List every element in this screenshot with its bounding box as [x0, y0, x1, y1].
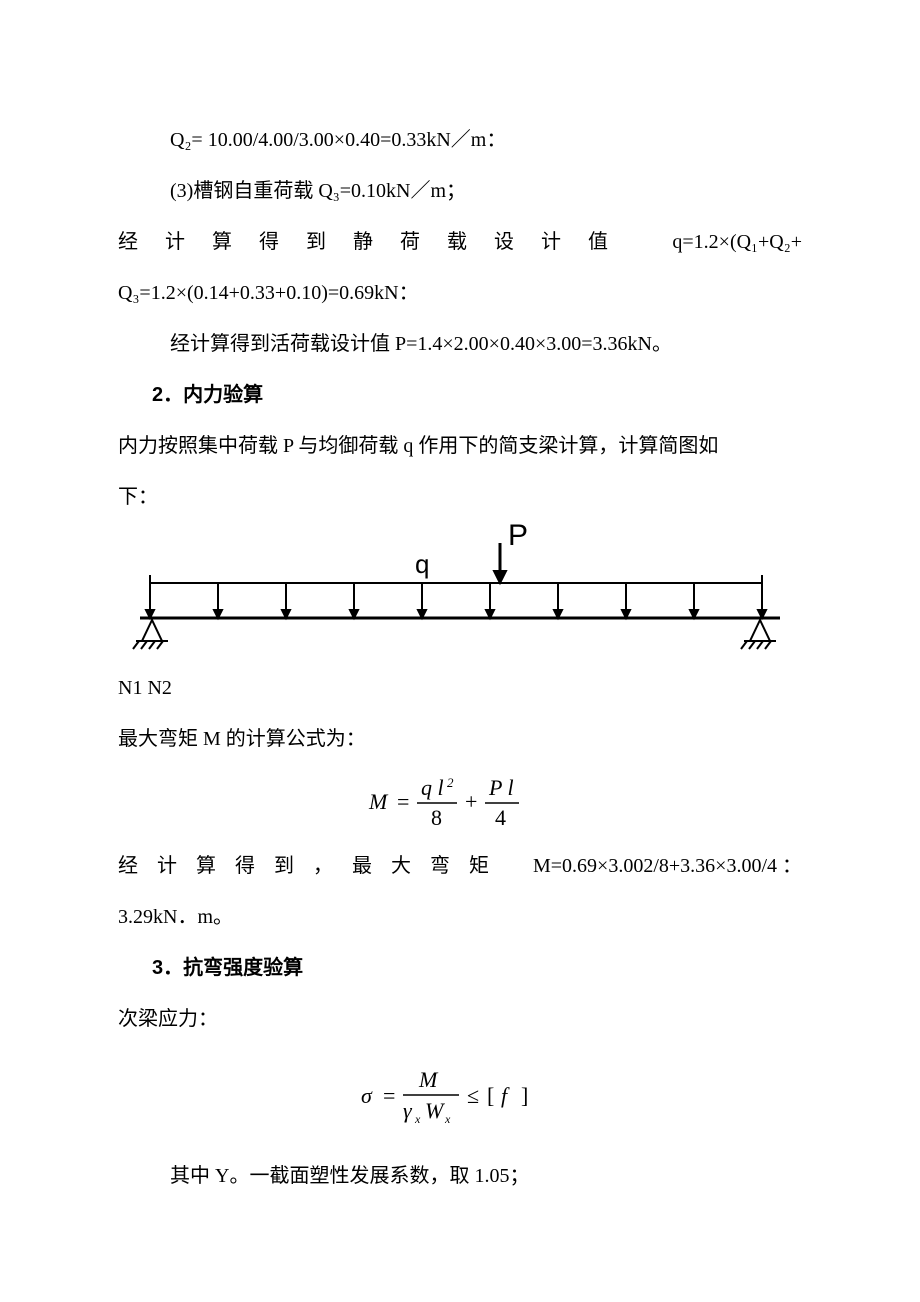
item-3: (3)槽钢自重荷载 Q₃=0.10kN／m；: [170, 180, 466, 202]
live-load: 经计算得到活荷载设计值 P=1.4×2.00×0.40×3.00=3.36kN。: [170, 333, 672, 355]
svg-text:[: [: [487, 1083, 494, 1108]
n1-n2: N1 N2: [118, 663, 802, 714]
calc-m-right: M=0.69×3.002/8+3.36×3.00/4 ：: [533, 841, 802, 892]
svg-text:γ: γ: [403, 1098, 413, 1123]
svg-text:4: 4: [495, 805, 506, 830]
svg-text:+: +: [465, 789, 477, 814]
calc-left: 经 计 算 得 到 静 荷 载 设 计 值: [118, 217, 619, 268]
text-line-justify: 经 计 算 得 到 静 荷 载 设 计 值 q=1.2×(Q₁+Q₂+: [118, 217, 802, 268]
stress-intro: 次梁应力：: [118, 1008, 218, 1030]
text-line: 其中 Y。一截面塑性发展系数，取 1.05；: [118, 1151, 802, 1202]
svg-text:=: =: [397, 789, 409, 814]
svg-text:x: x: [414, 1112, 421, 1126]
svg-text:M: M: [368, 789, 389, 814]
desc-2: 下：: [118, 486, 158, 508]
text-line: 经计算得到活荷载设计值 P=1.4×2.00×0.40×3.00=3.36kN。: [118, 319, 802, 370]
svg-text:σ: σ: [361, 1083, 373, 1108]
gamma-note: 其中 Y。一截面塑性发展系数，取 1.05；: [170, 1165, 529, 1187]
svg-text:W: W: [425, 1098, 445, 1123]
svg-text:x: x: [444, 1112, 451, 1126]
svg-text:f: f: [501, 1083, 510, 1108]
svg-text:=: =: [383, 1083, 395, 1108]
n1n2-text: N1 N2: [118, 677, 172, 699]
moment-intro: 最大弯矩 M 的计算公式为：: [118, 728, 366, 750]
formula-stress: σ = M γ x W x ≤ [ f ]: [355, 1063, 565, 1133]
h3-text: 3．抗弯强度验算: [152, 957, 303, 979]
text-line: 下：: [118, 472, 802, 523]
p-arrowhead: [494, 571, 506, 583]
svg-text:M: M: [418, 1067, 439, 1092]
svg-text:q l: q l: [421, 775, 444, 800]
eq-q3: Q₃=1.2×(0.14+0.33+0.10)=0.69kN：: [118, 282, 419, 304]
text-line: (3)槽钢自重荷载 Q₃=0.10kN／m；: [118, 166, 802, 217]
calc-m-left: 经 计 算 得 到 ， 最 大 弯 矩: [118, 841, 496, 892]
support-left: [133, 620, 168, 649]
calc-q-right: q=1.2×(Q₁+Q₂+: [672, 217, 802, 268]
heading-3: 3．抗弯强度验算: [118, 943, 802, 994]
eq-q2: Q₂= 10.00/4.00/3.00×0.40=0.33kN／m：: [170, 129, 506, 151]
beam-diagram: q P: [120, 523, 800, 663]
svg-text:2: 2: [447, 775, 454, 790]
moment-result: 3.29kN．m。: [118, 906, 233, 928]
text-line: 3.29kN．m。: [118, 892, 802, 943]
load-arrows: [146, 583, 766, 618]
text-line: 次梁应力：: [118, 994, 802, 1045]
formula-moment: M = q l 2 8 + P l 4: [365, 773, 555, 833]
label-q: q: [415, 549, 429, 579]
text-line: Q₃=1.2×(0.14+0.33+0.10)=0.69kN：: [118, 268, 802, 319]
text-line-justify: 经 计 算 得 到 ， 最 大 弯 矩 M=0.69×3.002/8+3.36×…: [118, 841, 802, 892]
svg-text:P l: P l: [488, 775, 514, 800]
text-line: 最大弯矩 M 的计算公式为：: [118, 714, 802, 765]
document-page: Q₂= 10.00/4.00/3.00×0.40=0.33kN／m： (3)槽钢…: [0, 0, 920, 1302]
svg-text:]: ]: [521, 1083, 528, 1108]
svg-text:8: 8: [431, 805, 442, 830]
heading-2: 2．内力验算: [118, 370, 802, 421]
text-line: 内力按照集中荷载 P 与均御荷载 q 作用下的简支梁计算，计算简图如: [118, 421, 802, 472]
text-line: Q₂= 10.00/4.00/3.00×0.40=0.33kN／m：: [118, 115, 802, 166]
svg-text:≤: ≤: [467, 1083, 479, 1108]
desc-1: 内力按照集中荷载 P 与均御荷载 q 作用下的简支梁计算，计算简图如: [118, 435, 718, 457]
h2-text: 2．内力验算: [152, 384, 263, 406]
support-right: [741, 620, 776, 649]
label-p: P: [508, 523, 528, 552]
